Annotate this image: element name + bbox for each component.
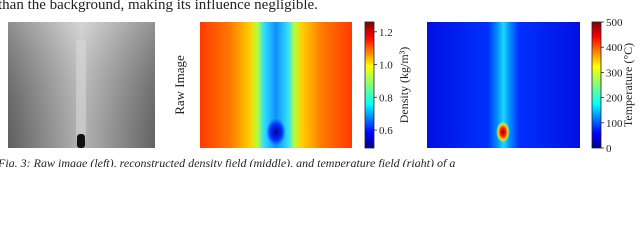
raw-label: Raw Image	[172, 55, 187, 115]
tick-label: 0.8	[379, 92, 393, 104]
tick-label: 0	[606, 143, 612, 155]
tick-label: 200	[606, 93, 623, 105]
top-text: than the background, making its influenc…	[0, 0, 318, 13]
tick-label: 500	[606, 17, 623, 29]
raw-image	[8, 22, 155, 148]
colorbar	[364, 21, 375, 149]
temperature-field	[427, 22, 580, 148]
tick-label: 0.6	[379, 125, 393, 137]
tick-label: 1.2	[379, 27, 393, 39]
tick-label: 100	[606, 118, 623, 130]
colorbar-label: Temperature (°C)	[621, 43, 635, 127]
colorbar	[591, 21, 602, 149]
figure: than the background, making its influenc…	[0, 0, 635, 167]
tick-label: 1.0	[379, 60, 393, 72]
caption: Fig. 3: Raw image (left), reconstructed …	[0, 156, 455, 167]
density-field	[200, 22, 352, 148]
tick-label: 300	[606, 67, 623, 79]
colorbar-label: Density (kg/m³)	[397, 47, 411, 124]
tick-label: 400	[606, 42, 623, 54]
